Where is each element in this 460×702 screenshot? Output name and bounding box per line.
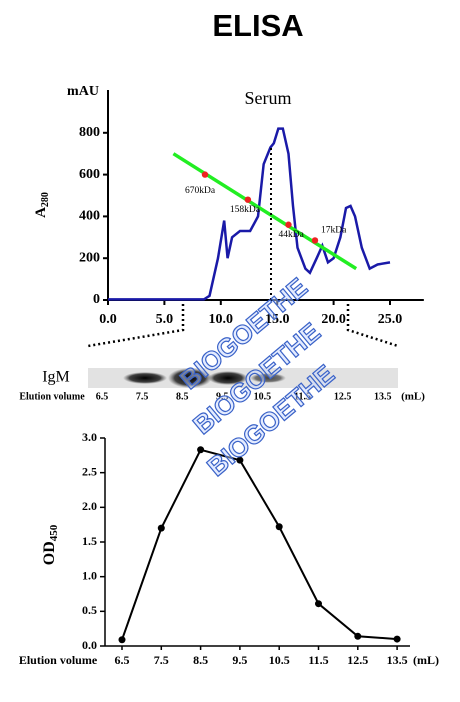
calibration-point (244, 196, 252, 203)
gel-unit: (mL) (401, 391, 425, 403)
y-tick-label: 0.0 (82, 638, 97, 652)
point-label: 158kDa (230, 205, 261, 215)
x-tick-label: 10.0 (209, 312, 234, 327)
gel-tick-label: 8.5 (176, 391, 189, 402)
y-tick-label: 0.5 (82, 603, 97, 617)
gel-x-label: Elution volume (19, 391, 85, 402)
gel-tick-label: 13.5 (374, 391, 392, 402)
od-point (157, 524, 165, 532)
gel-band (208, 371, 248, 385)
chart-title: Serum (245, 88, 292, 108)
x-tick-label: 12.5 (347, 653, 368, 667)
od-point (118, 636, 126, 644)
od-point (354, 632, 362, 640)
x-tick-label: 7.5 (154, 653, 169, 667)
y-tick-label: 1.0 (82, 568, 97, 582)
x-tick-label: 25.0 (378, 312, 403, 327)
x-tick-label: 8.5 (193, 653, 208, 667)
chromatogram-line (108, 127, 391, 301)
od-line (121, 448, 398, 641)
gel-band (123, 372, 167, 384)
y-tick-label: 200 (79, 250, 100, 265)
point-label: 670kDa (185, 186, 216, 196)
x-unit: (mL) (413, 653, 439, 667)
y-tick-label: 400 (79, 209, 100, 224)
x-tick-label: 20.0 (321, 312, 346, 327)
y-label: OD (41, 541, 58, 565)
gel-tick-label: 6.5 (96, 391, 109, 402)
y-label-sub: 280 (40, 192, 51, 207)
x-tick-label: 13.5 (387, 653, 408, 667)
gel-tick-label: 10.5 (254, 391, 272, 402)
y-tick-label: 0 (93, 292, 100, 307)
page-title: ELISA (212, 8, 303, 43)
calibration-point (311, 237, 319, 244)
gel-tick-label: 11.5 (294, 391, 311, 402)
calibration-line (172, 152, 358, 271)
x-tick-label: 11.5 (308, 653, 328, 667)
calibration-point (201, 171, 209, 178)
x-tick-label: 0.0 (99, 312, 117, 327)
y-tick-label: 600 (79, 167, 100, 182)
x-axis-label: Elution volume (19, 653, 98, 667)
gel-tick-label: 12.5 (334, 391, 352, 402)
od-point (275, 523, 283, 531)
od-point (236, 456, 244, 464)
gel-tick-label: 7.5 (136, 391, 149, 402)
x-tick-label: 5.0 (156, 312, 174, 327)
y-tick-label: 3.0 (82, 430, 97, 444)
gel-label: IgM (42, 369, 70, 386)
x-tick-label: 10.5 (269, 653, 290, 667)
y-axis-label: A280 (33, 192, 51, 218)
od-point (393, 635, 401, 643)
x-tick-label: 9.5 (232, 653, 247, 667)
point-label: 44kDa (278, 230, 304, 240)
od-point (197, 446, 205, 454)
y-tick-label: 800 (79, 125, 100, 140)
x-tick-label: 6.5 (115, 653, 130, 667)
connector (87, 304, 399, 348)
gel-band (168, 368, 212, 388)
gel-tick-label: 9.5 (216, 391, 229, 402)
gel (88, 368, 398, 388)
y-tick-label: 1.5 (82, 534, 97, 548)
y-tick-label: 2.5 (82, 464, 97, 478)
y-tick-label: 2.0 (82, 499, 97, 513)
y-label: A (33, 207, 49, 218)
od-point (315, 600, 322, 608)
y-label-sub: 450 (48, 524, 60, 541)
calibration-point (285, 221, 292, 228)
y-unit: mAU (67, 84, 99, 99)
gel-band (250, 373, 286, 383)
x-tick-label: 15.0 (265, 312, 290, 327)
point-label: 17kDa (321, 226, 347, 236)
y-axis-label: OD450 (41, 524, 60, 565)
